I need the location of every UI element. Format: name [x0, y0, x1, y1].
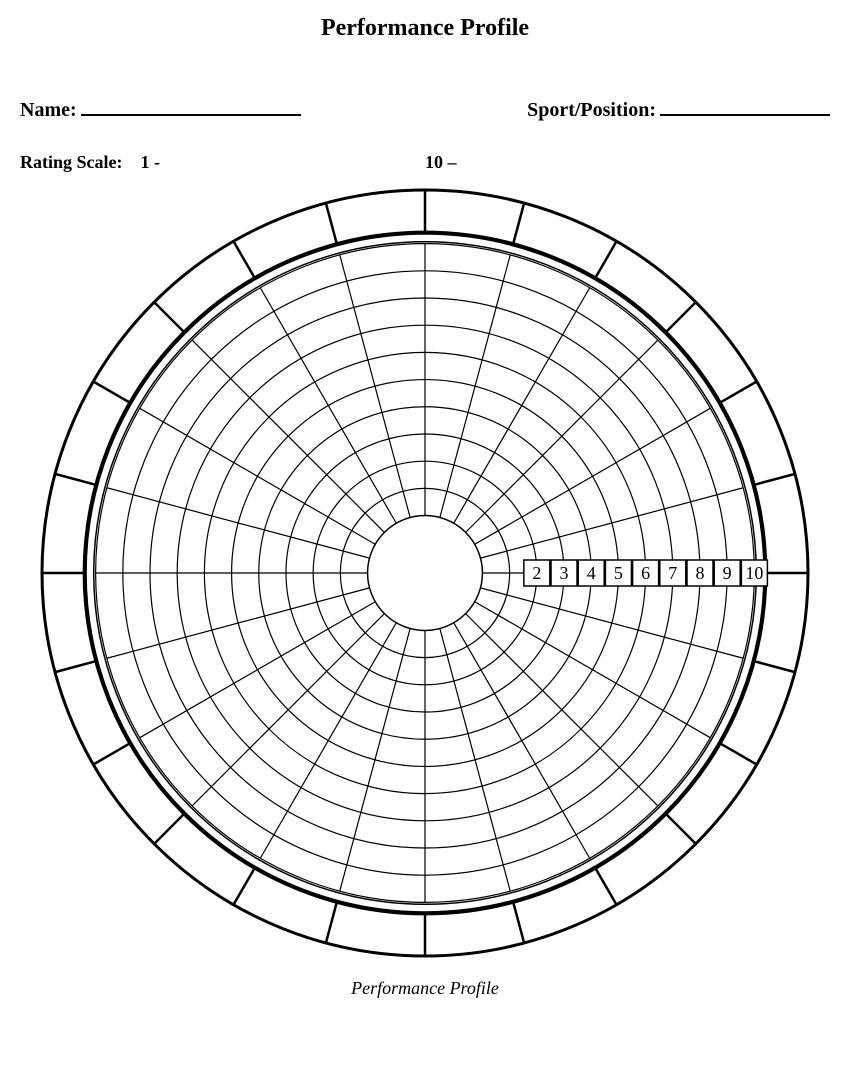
- rating-scale-label: Rating Scale:: [20, 152, 123, 172]
- caption: Performance Profile: [20, 978, 830, 999]
- scale-number: 2: [532, 563, 541, 583]
- scale-number: 4: [587, 563, 596, 583]
- performance-wheel: 23456789 10: [40, 188, 810, 958]
- scale-number: 10: [745, 563, 763, 583]
- page: Performance Profile Name: Sport/Position…: [0, 0, 850, 1077]
- rating-scale-row: Rating Scale: 1 - 10 –: [20, 152, 830, 173]
- form-row: Name: Sport/Position:: [20, 92, 830, 122]
- rating-scale-left: Rating Scale: 1 -: [20, 152, 425, 173]
- sport-label: Sport/Position:: [527, 99, 656, 122]
- wheel-container: 23456789 10: [20, 188, 830, 958]
- page-title: Performance Profile: [20, 15, 830, 42]
- rating-scale-high: 10 –: [425, 152, 457, 172]
- sport-input[interactable]: [660, 92, 830, 116]
- rating-scale-right: 10 –: [425, 152, 830, 173]
- scale-number: 6: [641, 563, 650, 583]
- scale-number: 9: [723, 563, 732, 583]
- name-label: Name:: [20, 99, 77, 122]
- name-input[interactable]: [81, 92, 301, 116]
- scale-number: 7: [668, 563, 677, 583]
- scale-number: 5: [614, 563, 623, 583]
- scale-number: 3: [560, 563, 569, 583]
- scale-number: 8: [695, 563, 704, 583]
- rating-scale-low: 1 -: [141, 152, 161, 172]
